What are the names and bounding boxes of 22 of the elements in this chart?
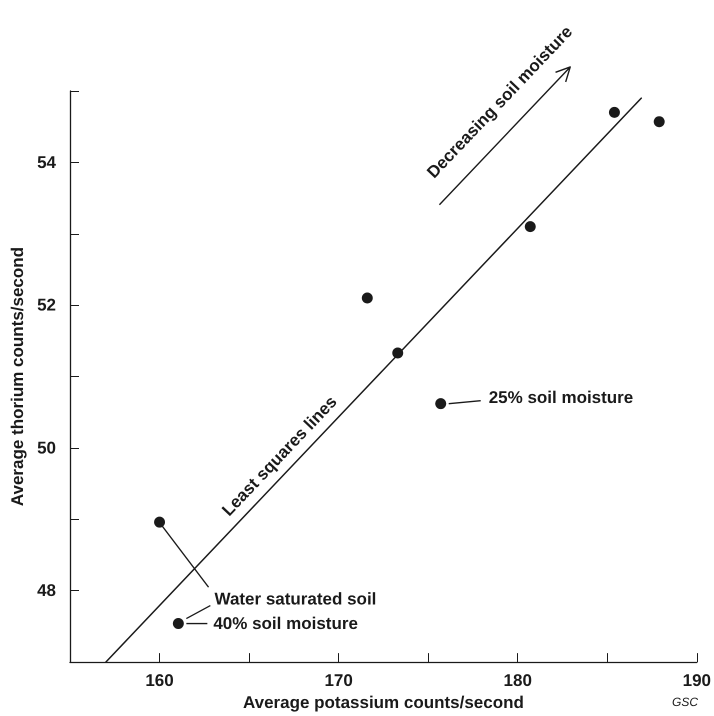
x-tick-label: 190 <box>682 671 712 690</box>
x-tick-label: 180 <box>504 671 532 690</box>
point <box>435 398 446 410</box>
y-axis-title: Average thorium counts/second <box>8 246 28 506</box>
point <box>392 347 404 358</box>
y-tick-label: 52 <box>37 296 56 315</box>
annotation: 25% soil moisture <box>488 388 634 408</box>
y-tick-label: 54 <box>37 152 57 172</box>
point <box>524 221 536 232</box>
x-tick-label: 160 <box>145 671 174 690</box>
point <box>654 116 665 128</box>
point <box>154 516 166 528</box>
x-tick-label: 170 <box>324 671 353 690</box>
point <box>362 292 373 304</box>
point <box>172 618 184 630</box>
text: GSC <box>672 695 698 709</box>
annotation: 40% soil moisture <box>213 614 358 634</box>
x-axis-title: Average potassium counts/second <box>242 693 524 712</box>
y-tick-label: 48 <box>37 581 56 600</box>
point <box>608 106 620 118</box>
y-tick-label: 50 <box>37 438 56 458</box>
annotation: Water saturated soil <box>214 590 376 609</box>
